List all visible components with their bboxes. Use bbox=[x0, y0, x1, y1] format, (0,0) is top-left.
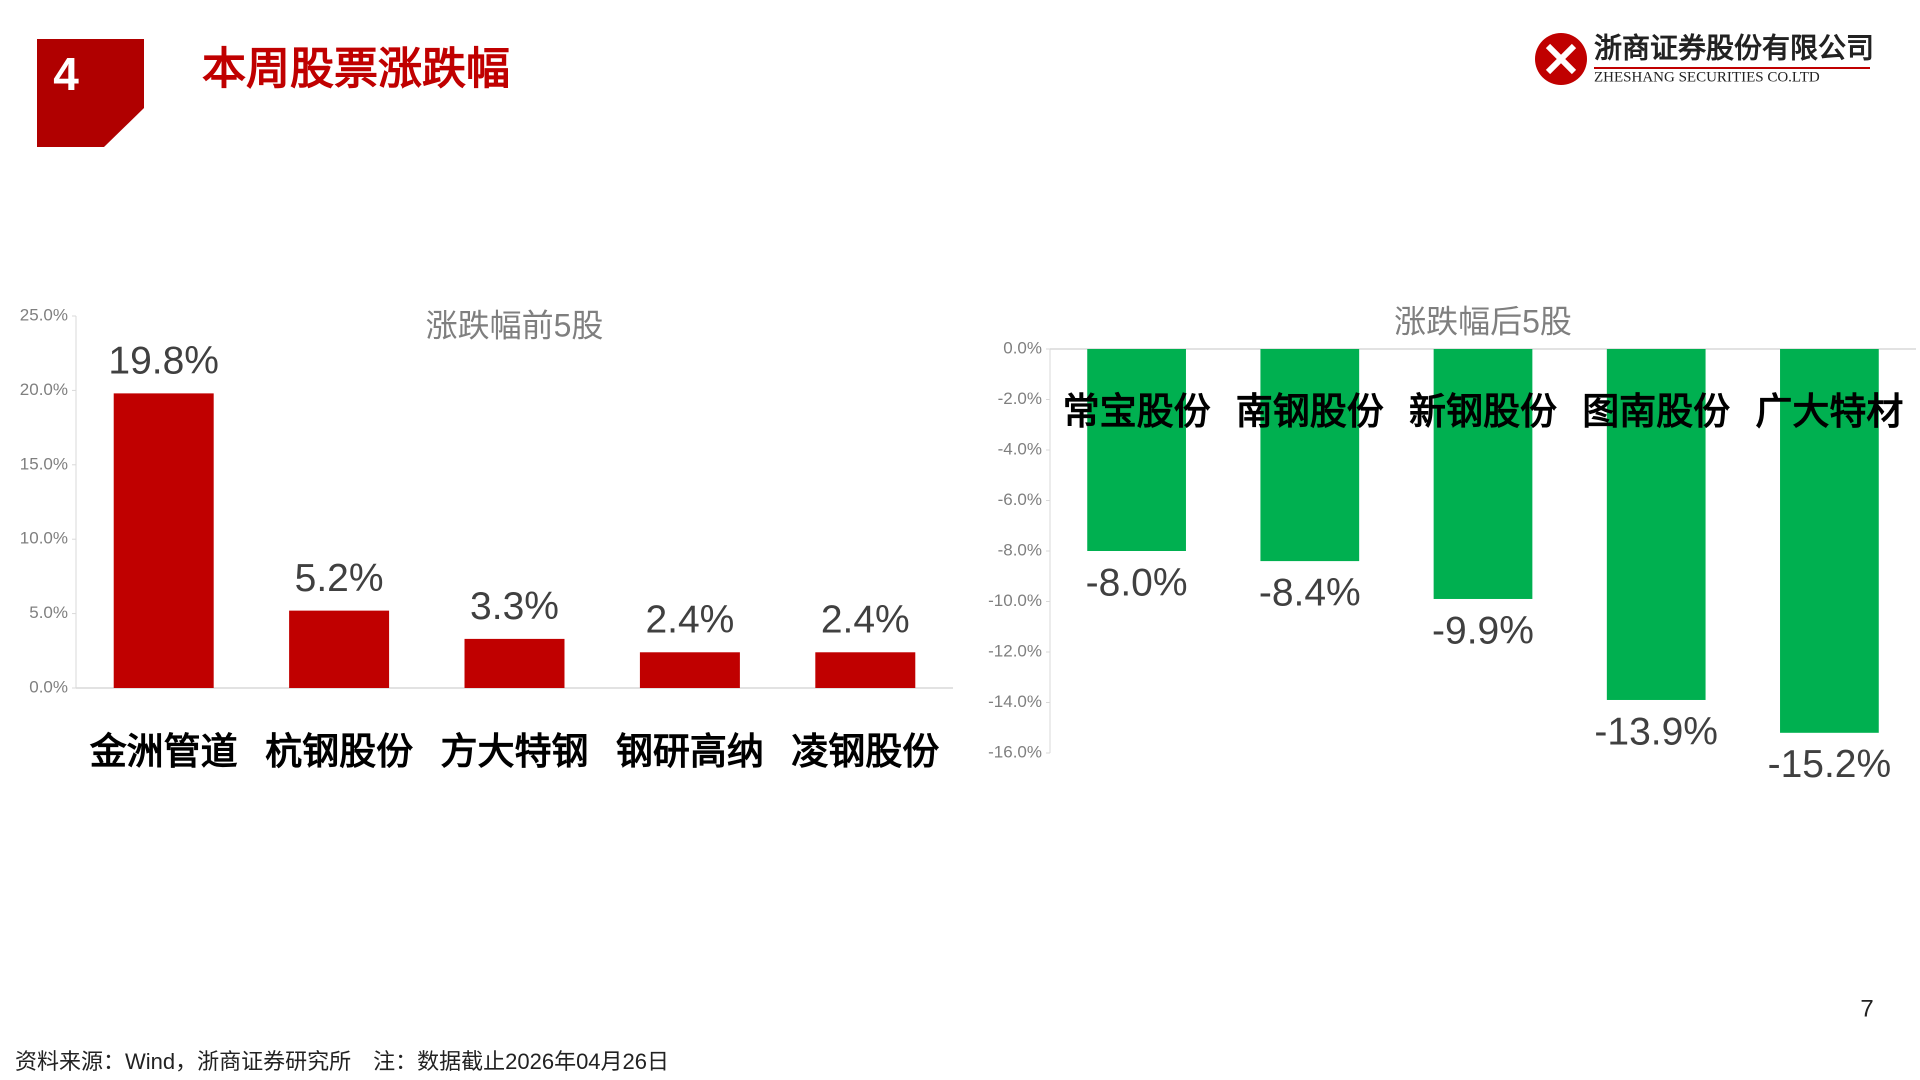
y-tick-label: -10.0% bbox=[988, 591, 1042, 610]
bar bbox=[113, 393, 214, 688]
y-tick-label: -2.0% bbox=[998, 389, 1042, 408]
x-tick-label: 钢研高纳 bbox=[616, 731, 764, 772]
bar bbox=[1780, 349, 1879, 733]
y-tick-label: -6.0% bbox=[998, 490, 1042, 509]
bar bbox=[639, 652, 740, 688]
data-label: -8.0% bbox=[1086, 561, 1188, 604]
bar bbox=[1606, 349, 1706, 700]
section-badge bbox=[37, 39, 144, 147]
page-number: 7 bbox=[1860, 995, 1873, 1022]
y-tick-label: 0.0% bbox=[1003, 338, 1042, 357]
y-tick-label: 20.0% bbox=[20, 380, 68, 399]
logo-glyph bbox=[1545, 43, 1577, 75]
logo: 浙商证券股份有限公司 ZHESHANG SECURITIES CO.LTD bbox=[1535, 32, 1874, 85]
bar bbox=[815, 652, 916, 688]
company-name-en: ZHESHANG SECURITIES CO.LTD bbox=[1594, 69, 1820, 85]
company-name: 浙商证券股份有限公司 bbox=[1594, 32, 1874, 63]
y-tick-label: 10.0% bbox=[20, 529, 68, 548]
y-tick-label: -4.0% bbox=[998, 439, 1042, 458]
data-label: 2.4% bbox=[821, 599, 910, 642]
x-tick-label: 新钢股份 bbox=[1409, 391, 1557, 432]
section-number: 4 bbox=[53, 48, 79, 100]
bar bbox=[1260, 349, 1360, 562]
y-tick-label: 0.0% bbox=[29, 677, 68, 696]
data-label: -13.9% bbox=[1594, 710, 1718, 753]
y-tick-label: -16.0% bbox=[988, 742, 1042, 761]
bar bbox=[289, 610, 390, 688]
x-tick-label: 常宝股份 bbox=[1063, 391, 1211, 432]
x-tick-label: 杭钢股份 bbox=[265, 731, 413, 772]
x-tick-label: 凌钢股份 bbox=[791, 731, 939, 772]
x-tick-label: 广大特材 bbox=[1755, 391, 1903, 432]
y-tick-label: 25.0% bbox=[20, 305, 68, 324]
data-label: -8.4% bbox=[1259, 571, 1361, 614]
data-label: 19.8% bbox=[108, 340, 219, 383]
x-tick-label: 方大特钢 bbox=[441, 731, 589, 772]
y-tick-label: -8.0% bbox=[998, 540, 1042, 559]
bar bbox=[464, 638, 565, 688]
data-label: -9.9% bbox=[1432, 609, 1534, 652]
y-tick-label: 15.0% bbox=[20, 454, 68, 473]
chart-title: 涨跌幅前5股 bbox=[426, 307, 604, 343]
data-label: 5.2% bbox=[295, 557, 384, 600]
x-tick-label: 图南股份 bbox=[1582, 391, 1730, 432]
bar bbox=[1087, 349, 1186, 551]
x-tick-label: 金洲管道 bbox=[90, 730, 238, 772]
y-tick-label: -12.0% bbox=[988, 641, 1042, 660]
x-tick-label: 南钢股份 bbox=[1236, 391, 1384, 432]
source-note: 资料来源：Wind，浙商证券研究所 注：数据截止2026年04月26日 bbox=[15, 1049, 669, 1074]
y-tick-label: -14.0% bbox=[988, 692, 1042, 711]
chart-title: 涨跌幅后5股 bbox=[1394, 303, 1572, 339]
bar bbox=[1433, 349, 1533, 599]
slide-title: 本周股票涨跌幅 bbox=[202, 45, 510, 94]
y-tick-label: 5.0% bbox=[29, 603, 68, 622]
data-label: -15.2% bbox=[1768, 743, 1892, 786]
data-label: 2.4% bbox=[645, 599, 734, 642]
data-label: 3.3% bbox=[470, 585, 559, 628]
